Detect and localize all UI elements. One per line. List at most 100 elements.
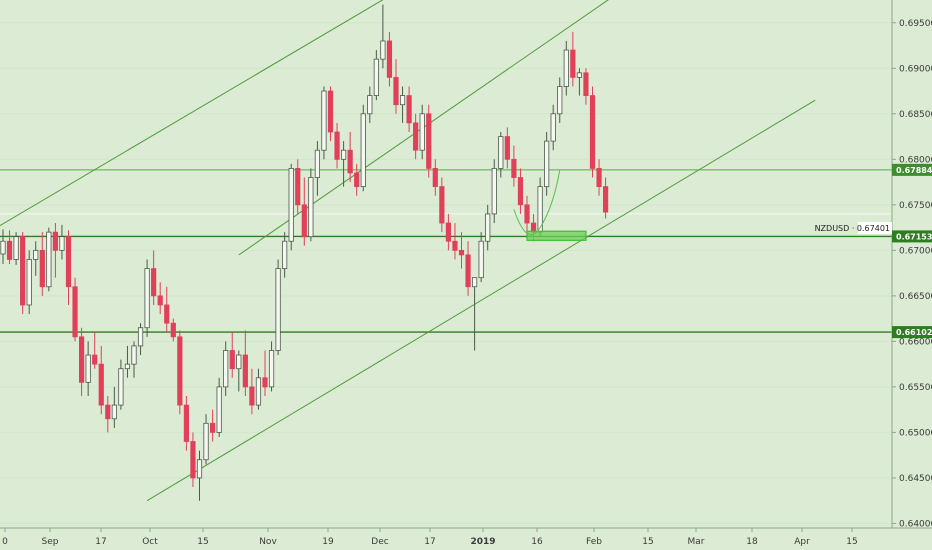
candle-body xyxy=(340,149,347,160)
candle-body xyxy=(563,49,569,87)
candle-body xyxy=(118,368,124,406)
candle-body xyxy=(295,168,301,206)
candle-body xyxy=(557,86,563,115)
candle-body xyxy=(65,236,72,288)
x-tick-label: Sep xyxy=(42,537,59,547)
x-tick-label: Feb xyxy=(586,537,602,547)
candle-body xyxy=(360,113,366,188)
candle-body xyxy=(321,90,327,151)
candle-body xyxy=(334,131,340,160)
price-axis[interactable] xyxy=(892,0,932,528)
candle-body xyxy=(354,172,360,188)
candle-body xyxy=(491,168,497,215)
candle-body xyxy=(216,386,222,433)
price-tag-label: 0.67153 xyxy=(896,232,932,241)
candle-body xyxy=(589,95,596,169)
projection[interactable] xyxy=(513,170,587,241)
candle-body xyxy=(98,363,104,406)
candle-body xyxy=(576,72,583,78)
candle-body xyxy=(39,249,45,288)
candle-body xyxy=(20,236,26,306)
x-tick-label: 15 xyxy=(642,537,653,547)
candle-body xyxy=(439,186,445,224)
price-tag-label: 0.67884 xyxy=(896,166,932,175)
candle-body xyxy=(229,350,235,370)
candle-body xyxy=(583,72,589,96)
candle-body xyxy=(131,345,137,365)
x-tick-label: 15 xyxy=(197,537,208,547)
candle-body xyxy=(452,240,458,251)
candle-body xyxy=(445,222,452,242)
price-tag xyxy=(892,230,932,243)
candle-body xyxy=(517,177,524,206)
candle-body xyxy=(249,386,255,406)
candle-body xyxy=(406,95,412,124)
target-zone-box[interactable] xyxy=(526,230,587,241)
candle-body xyxy=(52,231,59,251)
candle-body xyxy=(72,286,78,338)
x-tick-label: 0 xyxy=(2,537,8,547)
candle-body xyxy=(413,122,419,151)
candle-body xyxy=(59,236,65,251)
channel-trendline[interactable] xyxy=(146,99,816,502)
candle-body xyxy=(196,459,203,479)
candle-body xyxy=(203,422,209,461)
candle-body xyxy=(26,259,32,306)
candle-body xyxy=(380,40,386,60)
grid xyxy=(0,22,892,524)
candle-body xyxy=(544,140,550,188)
candle-body xyxy=(183,404,189,442)
x-tick-label: Dec xyxy=(371,537,388,547)
candle-body xyxy=(478,240,484,279)
candle-body xyxy=(308,177,314,238)
candle-body xyxy=(465,254,471,288)
x-tick-label: 19 xyxy=(322,537,334,547)
candle-body xyxy=(85,354,91,383)
price-tag-label: 0.66102 xyxy=(896,328,932,337)
candle-body xyxy=(105,404,111,420)
candle-body xyxy=(151,268,157,297)
x-tick-label: Apr xyxy=(794,537,810,547)
ticker-label-text: NZDUSD · 0.67401 xyxy=(815,224,890,233)
candle-body xyxy=(603,186,609,213)
candle-body xyxy=(524,204,530,224)
candle-body xyxy=(288,168,294,242)
candle-body xyxy=(570,49,576,78)
candle-body xyxy=(6,240,13,260)
channel-trendline[interactable] xyxy=(0,0,429,243)
x-tick-label: 18 xyxy=(746,537,758,547)
x-axis: 0 Sep 17 Oct 15 Nov 19 Dec 17 2019 16 Feb 15 Mar 18 Apr… xyxy=(2,528,858,547)
x-tick-label: 15 xyxy=(846,537,857,547)
candles xyxy=(0,4,609,501)
candle-body xyxy=(13,236,19,260)
x-tick-label: 17 xyxy=(424,537,435,547)
candle-body xyxy=(426,113,432,169)
candle-body xyxy=(111,404,117,420)
x-tick-label: Nov xyxy=(259,537,277,547)
x-tick-label: 17 xyxy=(95,537,106,547)
candle-body xyxy=(209,422,216,433)
candle-body xyxy=(386,40,393,78)
candle-body xyxy=(79,336,85,383)
price-tags: 0.67884 0.67153 0.66102 xyxy=(892,163,932,339)
candle-body xyxy=(177,336,183,406)
projection-curve[interactable] xyxy=(513,170,561,236)
candle-body xyxy=(0,240,6,255)
candle-body xyxy=(137,327,144,347)
candle-body xyxy=(485,213,491,242)
candle-body xyxy=(393,76,399,106)
candle-body xyxy=(419,113,425,151)
candle-body xyxy=(367,95,373,115)
candle-body xyxy=(327,90,334,133)
